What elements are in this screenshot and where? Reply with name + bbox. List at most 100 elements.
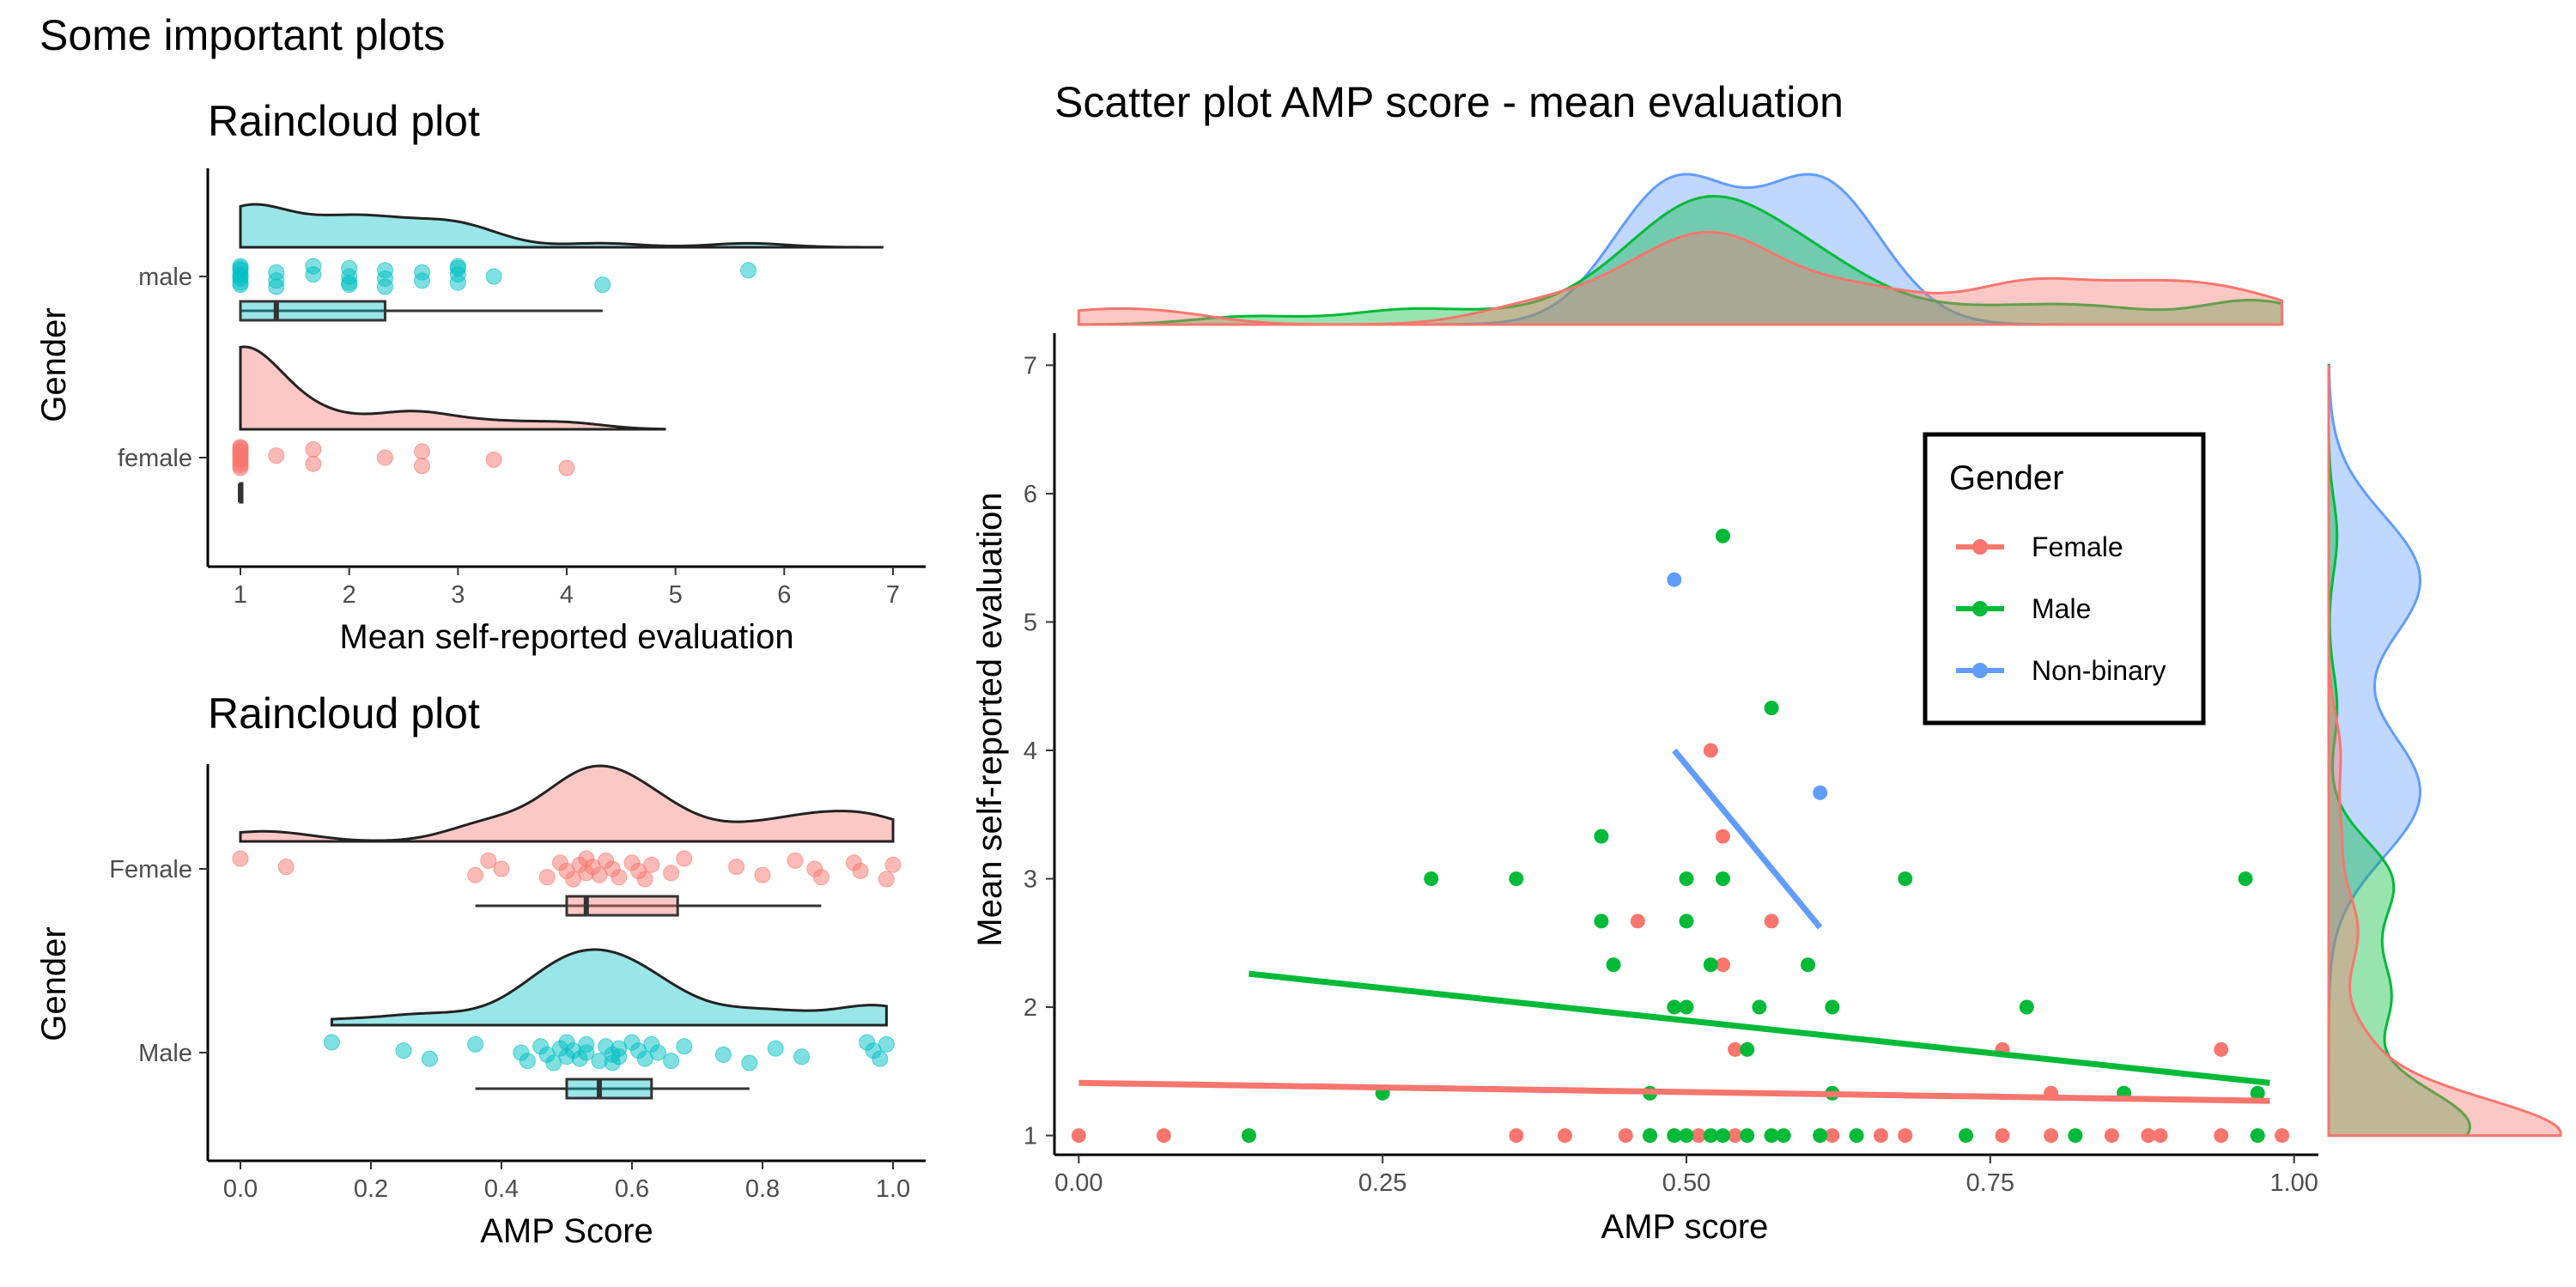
data-point <box>591 866 608 883</box>
x-tick-label: 0.25 <box>1358 1169 1406 1197</box>
plot-title: Raincloud plot <box>208 689 480 738</box>
data-point <box>787 852 804 869</box>
data-point-female <box>1703 743 1718 758</box>
marginal-density-right-male <box>2327 365 2471 1138</box>
trend-line-male <box>1249 970 2270 1086</box>
data-point <box>636 871 653 888</box>
x-axis-title: AMP Score <box>480 1212 653 1250</box>
data-point-male <box>1715 528 1730 543</box>
data-point-male <box>1679 999 1694 1015</box>
x-tick-label: 0.4 <box>484 1175 519 1203</box>
data-point-female <box>1071 1128 1086 1144</box>
data-point <box>740 262 757 279</box>
data-point <box>649 1044 666 1061</box>
data-point-female <box>2141 1128 2156 1144</box>
data-point <box>449 259 466 276</box>
data-point <box>467 866 484 883</box>
data-point-female <box>2104 1128 2119 1144</box>
x-tick-label: 1.0 <box>876 1175 910 1203</box>
box-iqr <box>239 300 386 322</box>
data-point-male <box>1606 957 1621 973</box>
raincloud-plot-evaluation: Raincloud plot 1 2 3 4 5 6 7 male female Mean se… <box>35 97 926 656</box>
data-point <box>493 860 510 877</box>
data-point <box>268 447 285 464</box>
data-point <box>663 865 680 882</box>
data-point-male <box>1825 999 1840 1015</box>
data-point <box>232 453 249 470</box>
data-point <box>414 272 431 289</box>
data-point <box>485 451 502 468</box>
data-point <box>449 274 466 291</box>
data-point-male <box>1740 1041 1755 1057</box>
x-tick-label: 0.6 <box>615 1175 649 1203</box>
data-point-male <box>1740 1128 1755 1144</box>
x-tick-label: 1 <box>234 581 247 609</box>
data-point <box>878 871 895 888</box>
marginal-density-right-female <box>2327 365 2562 1138</box>
data-point-female <box>1691 1128 1706 1144</box>
y-tick-label: 1 <box>1024 1123 1037 1150</box>
data-point-male <box>2019 999 2034 1015</box>
data-point-male <box>1424 871 1439 887</box>
data-point-female <box>1715 957 1730 973</box>
data-point <box>676 850 693 867</box>
data-point <box>754 866 771 883</box>
data-point <box>611 1048 628 1065</box>
data-point <box>277 859 295 876</box>
data-point-female <box>1715 829 1730 844</box>
data-point <box>767 1040 784 1057</box>
x-tick-label: 2 <box>343 581 356 609</box>
data-point-male <box>1594 914 1609 929</box>
legend-title: Gender <box>1949 459 2063 497</box>
density-female <box>239 764 895 843</box>
data-point <box>594 276 611 294</box>
box-iqr <box>565 895 679 917</box>
data-point-male <box>1752 999 1767 1015</box>
data-point-male <box>1959 1128 1974 1144</box>
data-point-male <box>1715 871 1730 887</box>
data-point <box>376 449 393 466</box>
density-female <box>239 345 666 431</box>
x-tick-label: 4 <box>560 581 574 609</box>
x-tick-label: 0.2 <box>354 1175 388 1203</box>
data-point-male <box>1509 871 1524 887</box>
data-point-male <box>1679 914 1694 929</box>
y-tick-label: 2 <box>1024 994 1037 1022</box>
data-point-female <box>1873 1128 1888 1144</box>
data-point-male <box>1241 1128 1256 1144</box>
data-point-female <box>2044 1128 2059 1144</box>
data-point-male <box>1776 1128 1791 1144</box>
legend-label: Male <box>2032 593 2091 624</box>
data-point <box>341 276 358 294</box>
data-point <box>232 270 249 287</box>
legend-key-point <box>1972 663 1988 678</box>
data-point-female <box>2214 1128 2229 1144</box>
page-title: Some important plots <box>39 11 445 59</box>
data-point <box>232 850 249 867</box>
data-point <box>611 869 628 886</box>
data-point-female <box>1618 1128 1633 1144</box>
data-point-male <box>2250 1085 2265 1101</box>
scatter-plot: Scatter plot AMP score - mean evaluation… <box>971 78 2562 1246</box>
box-iqr <box>565 1078 653 1100</box>
data-point-female <box>1764 914 1779 929</box>
data-point <box>714 1046 732 1063</box>
trend-line-female <box>1078 1079 2270 1104</box>
density-male <box>239 203 884 249</box>
data-point-male <box>1764 1128 1779 1144</box>
data-point-female <box>1156 1128 1171 1144</box>
y-tick-label: male <box>138 264 192 291</box>
legend-label: Female <box>2032 531 2123 562</box>
data-point <box>421 1050 438 1067</box>
data-point <box>872 1050 889 1067</box>
data-point <box>485 268 502 285</box>
data-point <box>676 1038 693 1055</box>
data-point-male <box>1764 701 1779 716</box>
data-point <box>643 856 660 873</box>
data-point-male <box>2250 1128 2265 1144</box>
data-point <box>519 1053 536 1070</box>
data-point-female <box>1509 1128 1524 1144</box>
y-axis-title: Gender <box>35 307 73 422</box>
data-point <box>414 458 431 475</box>
